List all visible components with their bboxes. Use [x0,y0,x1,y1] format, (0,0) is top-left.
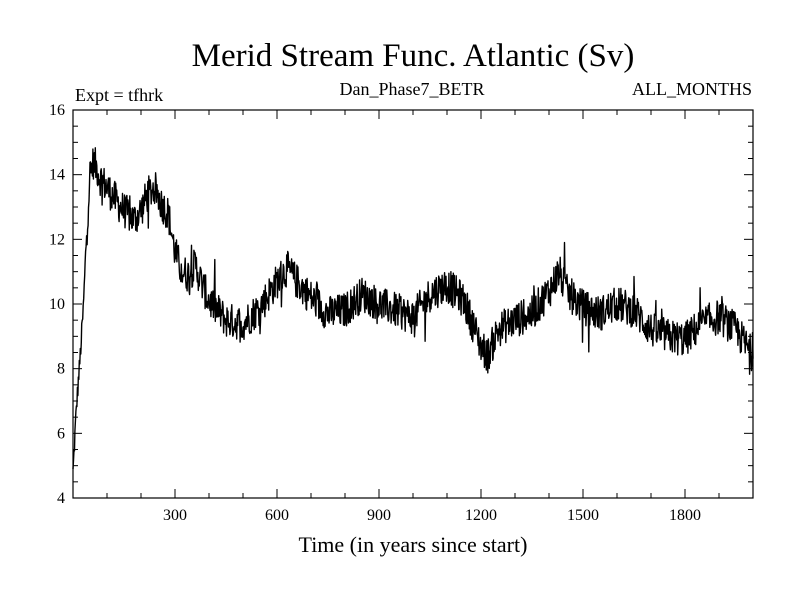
plot-area [72,147,754,470]
y-axis: 4 6 8 10 12 14 16 [49,102,753,507]
series-line [72,147,754,470]
x-tick-label: 1200 [465,507,497,524]
chart-subtitle-run: Dan_Phase7_BETR [340,79,485,99]
chart-title: Merid Stream Func. Atlantic (Sv) [192,38,635,74]
y-tick-label: 8 [57,361,65,378]
x-axis-label: Time (in years since start) [299,532,528,557]
chart-subtitle-months: ALL_MONTHS [632,79,752,99]
y-tick-label: 16 [49,102,65,119]
x-tick-label: 1800 [669,507,701,524]
y-tick-label: 4 [57,490,65,507]
x-tick-label: 1500 [567,507,599,524]
x-tick-label: 300 [163,507,187,524]
y-tick-label: 6 [57,425,65,442]
x-axis: 300 600 900 1200 1500 1800 [106,110,720,524]
chart-subtitle-expt: Expt = tfhrk [75,85,163,105]
y-tick-label: 12 [49,231,65,248]
x-tick-label: 600 [265,507,289,524]
y-tick-label: 14 [49,167,65,184]
x-tick-label: 900 [367,507,391,524]
y-tick-label: 10 [49,296,65,313]
